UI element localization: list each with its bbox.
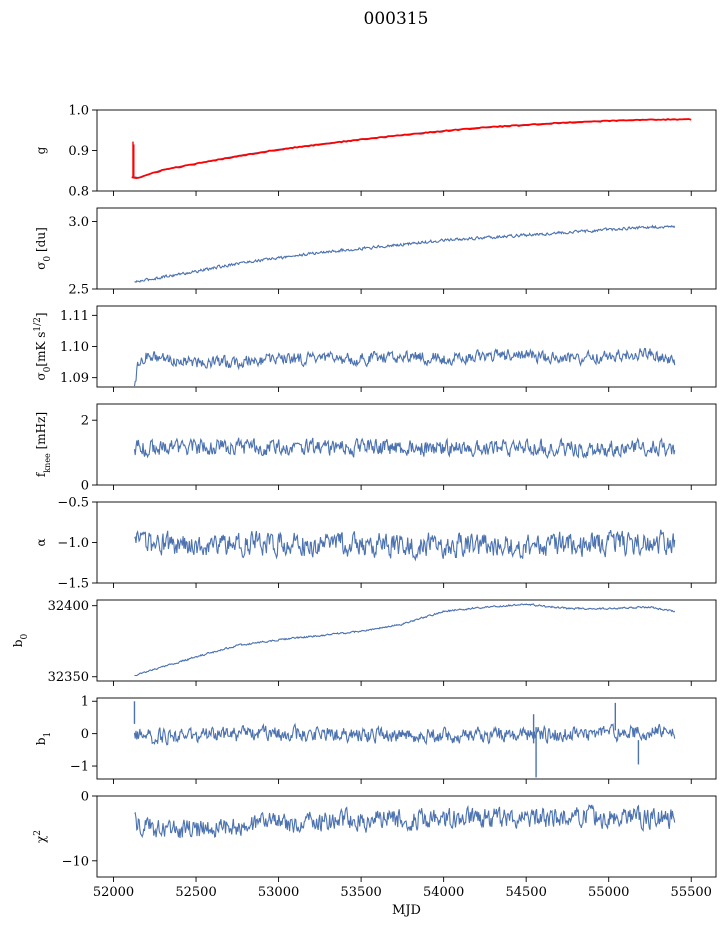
y-tick-label: −1 (70, 760, 89, 775)
y-axis-label: b1 (34, 732, 53, 745)
y-tick-label: 1.09 (60, 371, 89, 386)
y-tick-label: −10 (62, 854, 89, 869)
series-line (134, 529, 676, 562)
figure-title: 000315 (364, 9, 429, 29)
x-tick-label: 53000 (258, 885, 299, 900)
y-tick-label: 0 (81, 479, 89, 494)
y-tick-label: −1.0 (57, 536, 89, 551)
subplot-1: 0.8 0.9 1.0 g (34, 104, 717, 200)
y-tick-label: 1.10 (60, 340, 89, 355)
axes-frame (96, 305, 717, 388)
y-tick-label: 32350 (48, 670, 89, 685)
y-tick-label: 0 (81, 790, 89, 805)
subplot-8: −10 0 χ2 52000 52500 53000 53500 54000 54500 5500… (33, 790, 717, 918)
subplot-5: −1.5 −1.0 −0.5 α (34, 496, 717, 592)
y-tick-label: −1.5 (57, 577, 89, 592)
series-line (133, 722, 676, 746)
axes-frame (96, 109, 717, 192)
y-tick-label: 0 (81, 727, 89, 742)
series-line (131, 118, 692, 180)
series-line (134, 804, 676, 839)
axes-frame (96, 403, 717, 486)
y-axis-label: α (34, 538, 48, 546)
subplot-6: 32350 32400 b0 (11, 599, 717, 686)
y-axis-label: χ2 (33, 830, 48, 843)
series-line (133, 347, 676, 387)
series-line (134, 603, 676, 677)
y-tick-label: 0.9 (68, 144, 89, 159)
x-axis-label: MJD (392, 903, 421, 918)
x-tick-label: 53500 (340, 885, 381, 900)
y-axis-label: g (34, 146, 48, 154)
subplot-7: −1 0 1 b1 (34, 695, 717, 784)
y-axis-label: σ0[mK s1/2] (33, 312, 53, 380)
x-tick-label: 55500 (671, 885, 712, 900)
y-axis-label: σ0 [du] (34, 227, 53, 270)
y-tick-label: 1.11 (60, 309, 89, 324)
y-axis-label: fknee [mHz] (34, 412, 52, 477)
axes-frame (96, 697, 717, 780)
y-axis-label: b0 (11, 634, 30, 648)
x-tick-label: 52000 (93, 885, 134, 900)
series-line (133, 437, 676, 460)
x-tick-label: 55000 (588, 885, 629, 900)
y-tick-label: 3.0 (68, 215, 89, 230)
subplot-3: 1.09 1.10 1.11 σ0[mK s1/2] (33, 305, 717, 392)
subplot-stack: 0.8 0.9 1.0 g 2.5 3.0 σ0 [du] 1.09 1.10 1.11 σ0[mK… (11, 104, 717, 918)
y-tick-label: 2.5 (68, 283, 89, 298)
series-line (134, 224, 676, 284)
y-tick-label: 0.8 (68, 185, 89, 200)
x-tick-label: 52500 (175, 885, 216, 900)
axes-frame (96, 599, 717, 682)
axes-frame (96, 795, 717, 878)
y-tick-label: 32400 (48, 599, 89, 614)
axes-frame (96, 207, 717, 290)
y-tick-label: −0.5 (57, 496, 89, 511)
subplot-2: 2.5 3.0 σ0 [du] (34, 207, 717, 298)
y-tick-label: 1.0 (68, 104, 89, 119)
x-tick-label: 54000 (423, 885, 464, 900)
y-tick-label: 1 (81, 695, 89, 710)
subplot-4: 0 2 fknee [mHz] (34, 403, 717, 494)
y-tick-label: 2 (81, 414, 89, 429)
series-line (134, 118, 675, 178)
x-tick-label: 54500 (505, 885, 546, 900)
